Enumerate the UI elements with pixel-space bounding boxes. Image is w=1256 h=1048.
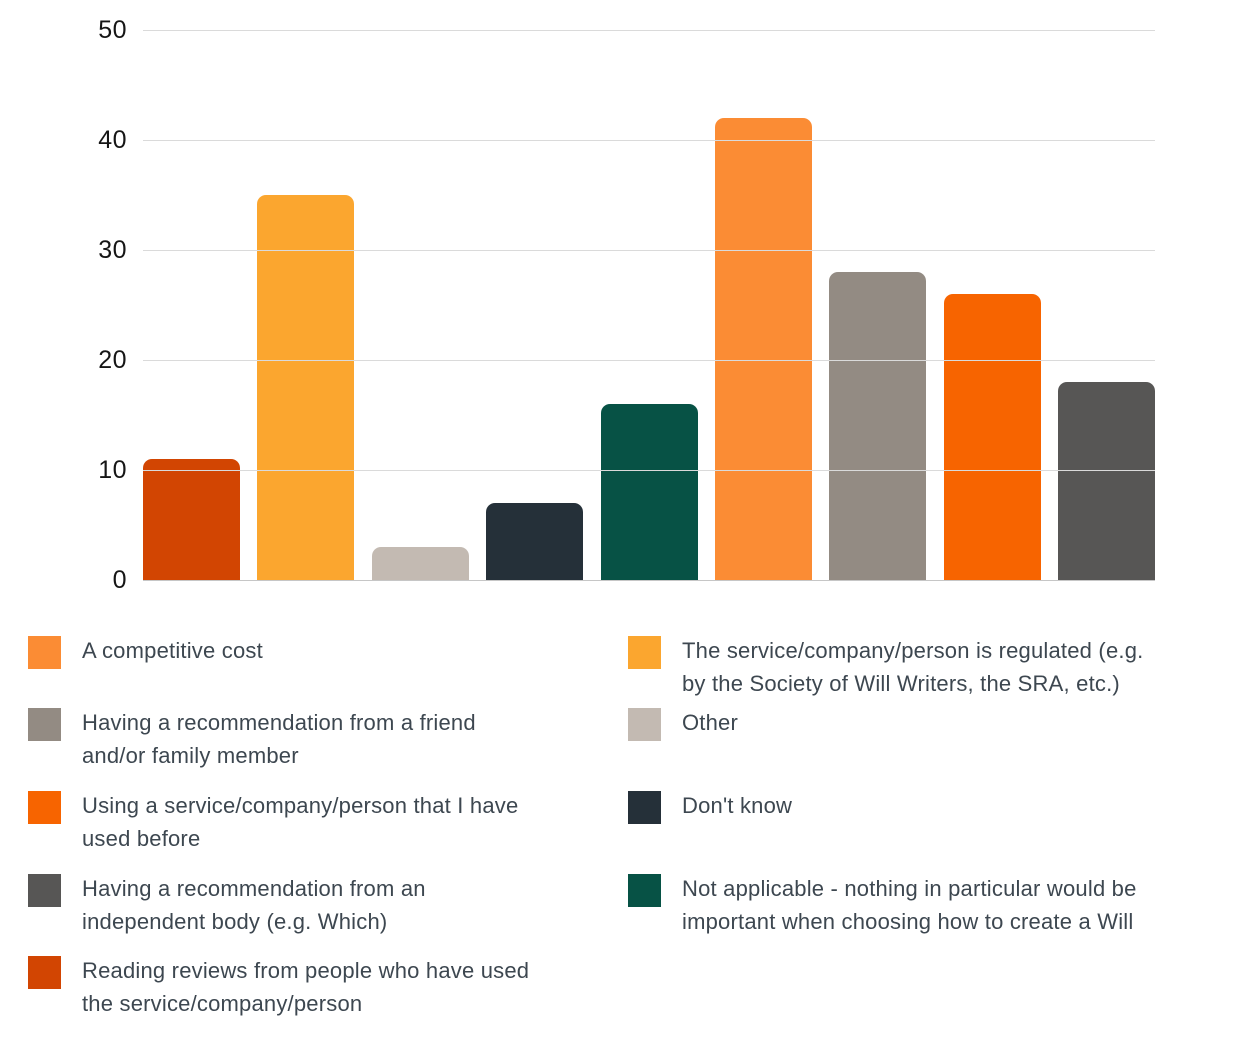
- gridline-0: [143, 580, 1155, 581]
- plot-area: [143, 30, 1155, 581]
- gridline-30: [143, 250, 1155, 251]
- legend-swatch: [28, 956, 61, 989]
- legend-label: The service/company/person is regulated …: [682, 638, 1144, 696]
- y-tick-label-30: 30: [98, 236, 127, 264]
- legend-label: Having a recommendation from a friend an…: [82, 710, 476, 768]
- bar-8: [943, 294, 1041, 580]
- bar-4: [486, 503, 584, 580]
- legend-item: Don't know: [628, 789, 1230, 824]
- gridline-10: [143, 470, 1155, 471]
- bar-5: [600, 404, 698, 580]
- gridline-20: [143, 360, 1155, 361]
- bar-2: [257, 195, 355, 580]
- bar-9: [1058, 382, 1155, 580]
- gridline-50: [143, 30, 1155, 31]
- legend-item: A competitive cost: [28, 634, 628, 669]
- legend-item: Having a recommendation from a friend an…: [28, 706, 628, 772]
- y-tick-label-20: 20: [98, 346, 127, 374]
- legend-swatch: [628, 874, 661, 907]
- legend-swatch: [28, 874, 61, 907]
- y-tick-label-0: 0: [112, 566, 127, 594]
- bar-7: [829, 272, 927, 580]
- legend-swatch: [628, 708, 661, 741]
- gridline-40: [143, 140, 1155, 141]
- legend-label: Don't know: [682, 793, 793, 818]
- legend-item: Other: [628, 706, 1230, 741]
- legend-swatch: [628, 636, 661, 669]
- legend-label: Reading reviews from people who have use…: [82, 958, 530, 1016]
- legend-swatch: [628, 791, 661, 824]
- legend-label: Having a recommendation from an independ…: [82, 876, 426, 934]
- legend-swatch: [28, 791, 61, 824]
- bar-series: [143, 30, 1155, 580]
- legend-label: Using a service/company/person that I ha…: [82, 793, 519, 851]
- legend-swatch: [28, 636, 61, 669]
- legend-item: Not applicable - nothing in particular w…: [628, 872, 1230, 938]
- bar-6: [714, 118, 812, 580]
- legend-label: Not applicable - nothing in particular w…: [682, 876, 1137, 934]
- bar-3: [371, 547, 469, 580]
- bar-1: [143, 459, 240, 580]
- chart-area: 0 10 20 30 40 50: [98, 16, 1155, 594]
- legend-item: Using a service/company/person that I ha…: [28, 789, 628, 855]
- y-tick-label-40: 40: [98, 126, 127, 154]
- legend-swatch: [28, 708, 61, 741]
- legend-item: Having a recommendation from an independ…: [28, 872, 628, 938]
- chart-legend: A competitive cost Having a recommendatio…: [28, 634, 1256, 1020]
- legend-label: A competitive cost: [82, 638, 263, 663]
- legend-item: Reading reviews from people who have use…: [28, 954, 628, 1020]
- legend-label: Other: [682, 710, 739, 735]
- legend-item: The service/company/person is regulated …: [628, 634, 1230, 700]
- y-tick-label-10: 10: [98, 456, 127, 484]
- y-tick-label-50: 50: [98, 16, 127, 44]
